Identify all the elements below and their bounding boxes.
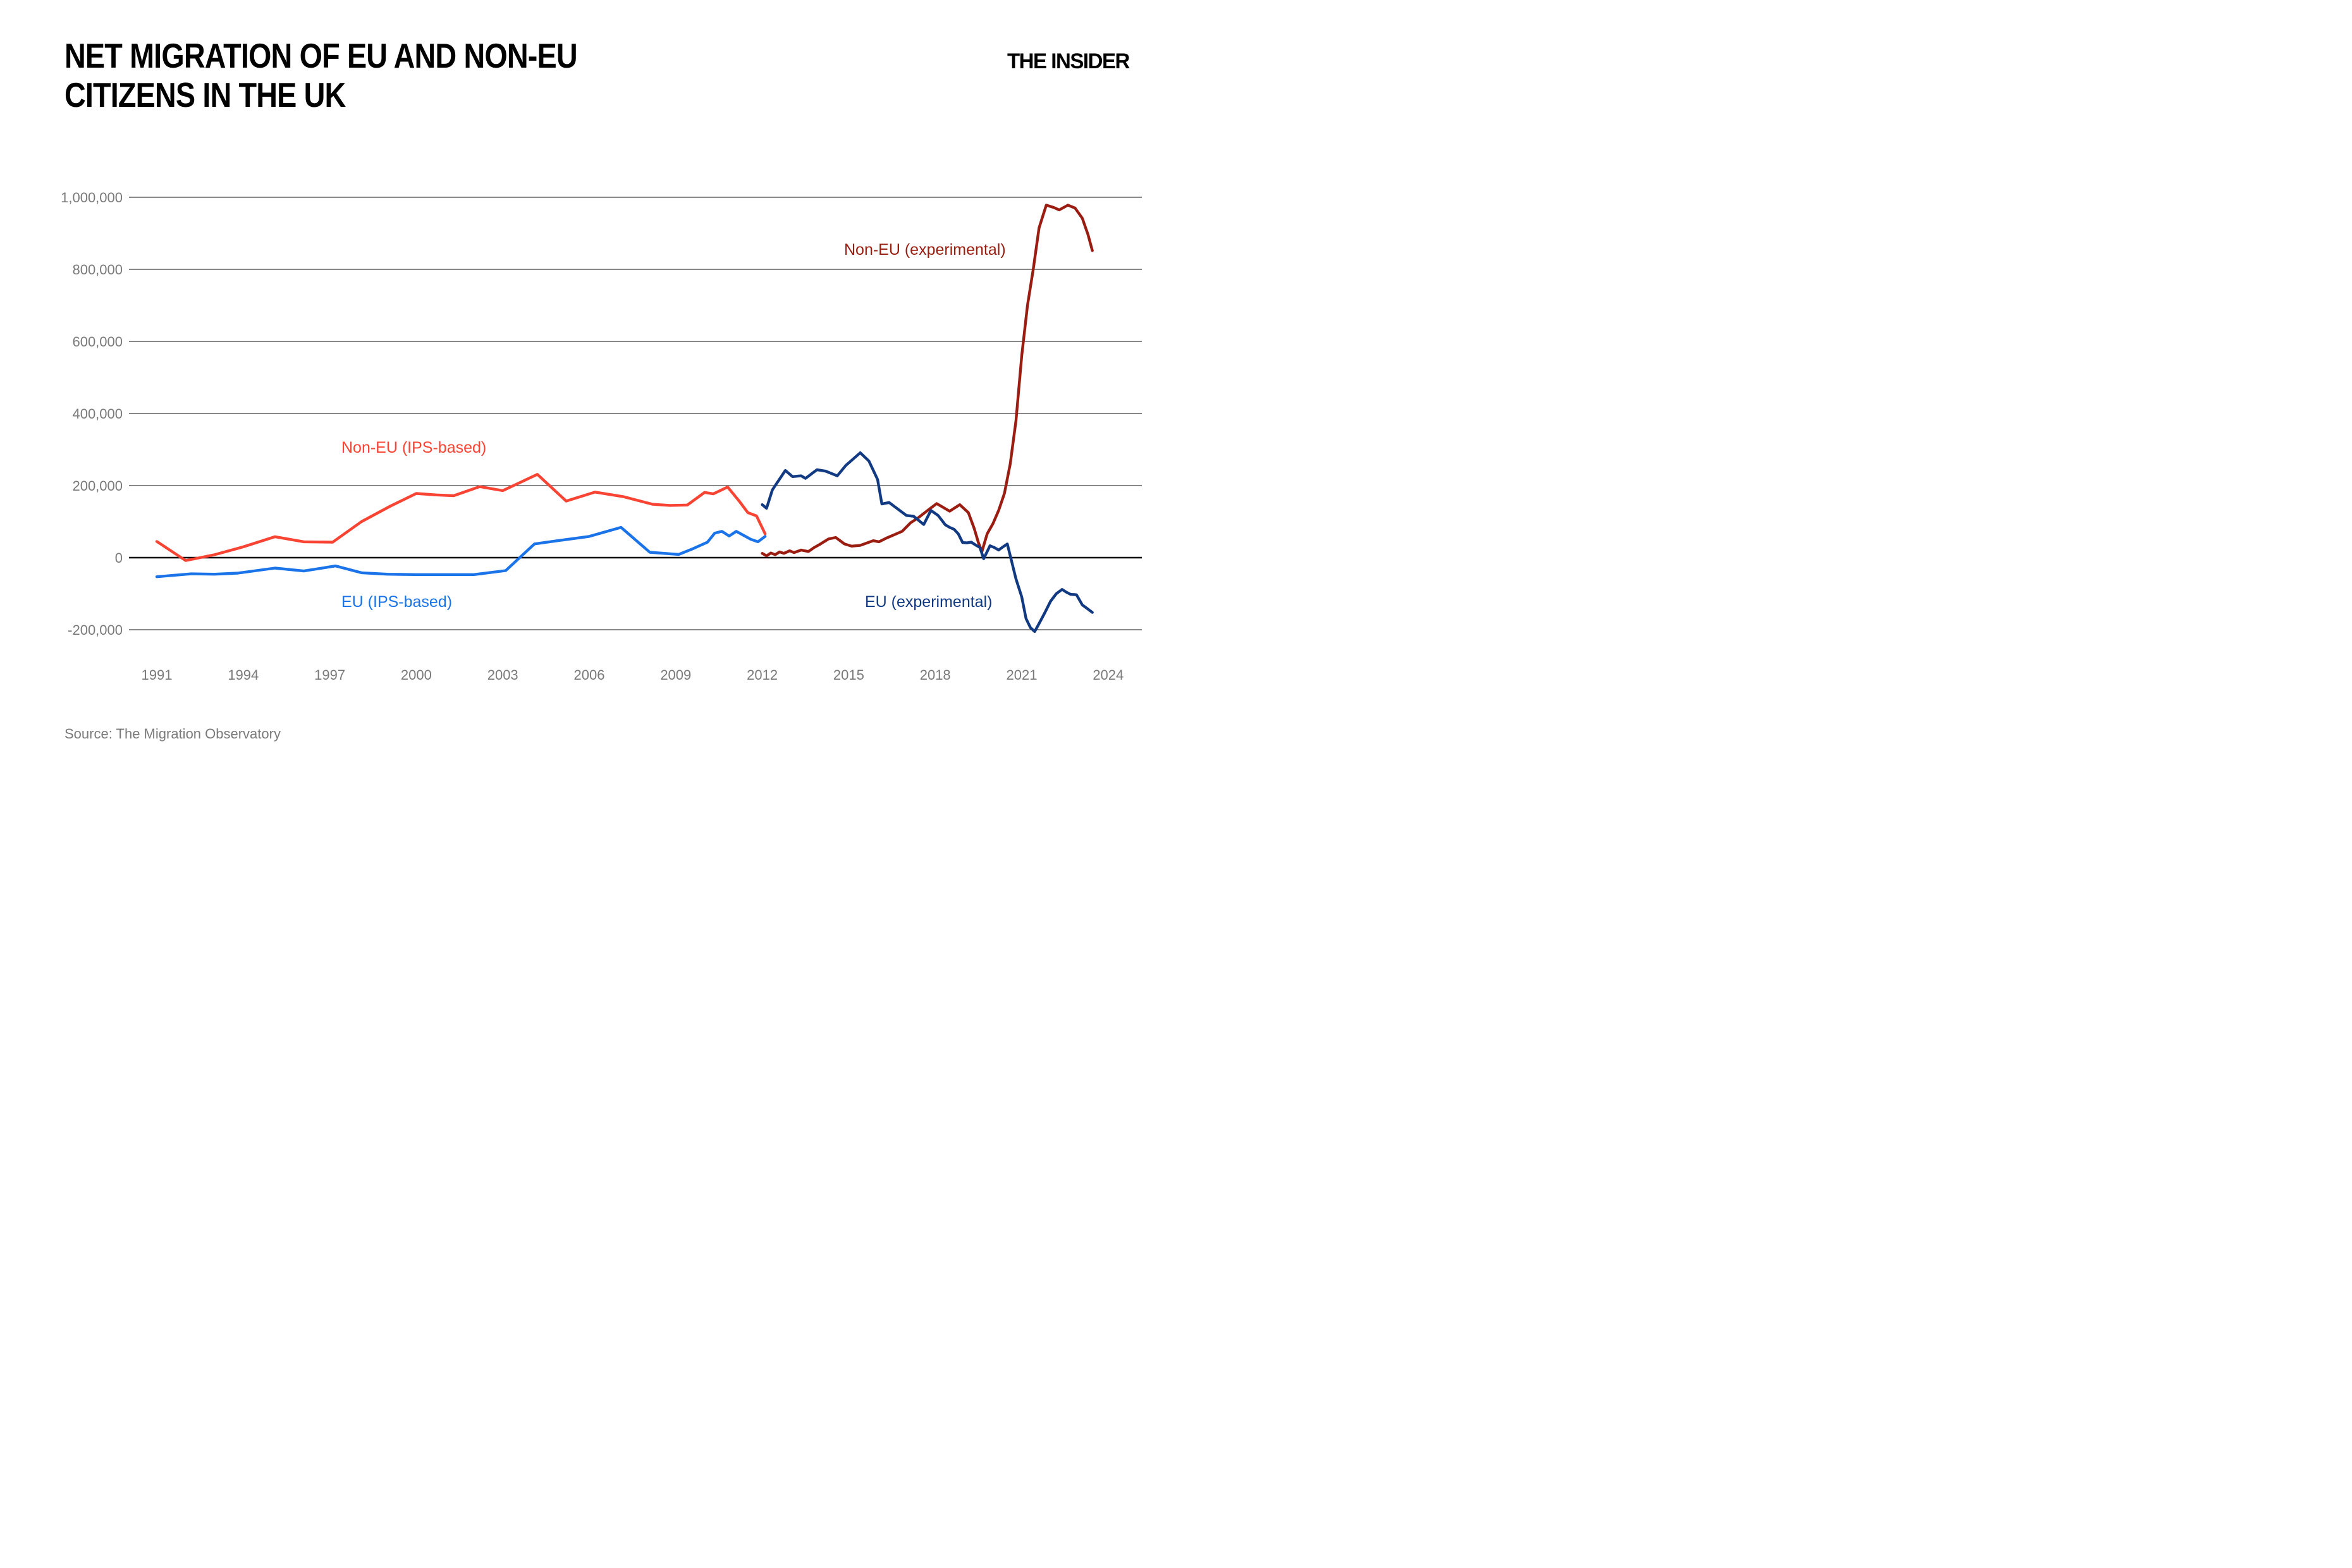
series-label-eu-experimental: EU (experimental) [865, 593, 992, 611]
y-axis-tick-label: -200,000 [68, 622, 123, 638]
x-axis-tick-label: 2000 [401, 667, 432, 683]
x-axis-tick-label: 2012 [747, 667, 778, 683]
x-axis-tick-label: 2009 [660, 667, 691, 683]
y-axis-tick-label: 400,000 [72, 406, 123, 422]
series-label-non-eu-ips-based: Non-EU (IPS-based) [341, 439, 486, 456]
x-axis-tick-label: 1994 [228, 667, 259, 683]
y-axis-tick-label: 600,000 [72, 334, 123, 350]
net-migration-chart: 1,000,000 800,000 600,000 400,000 200,000 0 -2… [61, 190, 1142, 683]
x-axis-tick-label: 1997 [314, 667, 345, 683]
x-axis-tick-label: 2003 [487, 667, 518, 683]
series-line-non-eu-ips-based [155, 473, 767, 562]
y-axis-tick-label: 1,000,000 [61, 190, 123, 205]
x-axis-tick-label: 2021 [1007, 667, 1038, 683]
series-label-non-eu-experimental: Non-EU (experimental) [844, 241, 1006, 259]
source-note: Source: The Migration Observatory [64, 726, 281, 742]
page-title: NET MIGRATION OF EU AND NON-EU CITIZENS … [64, 36, 578, 114]
y-axis-tick-label: 800,000 [72, 262, 123, 278]
y-axis-tick-label: 200,000 [72, 478, 123, 494]
x-axis-tick-label: 2006 [574, 667, 605, 683]
brand-logo: THE INSIDER [1007, 49, 1130, 73]
x-axis-tick-label: 2018 [920, 667, 951, 683]
page: NET MIGRATION OF EU AND NON-EU CITIZENS … [0, 0, 1176, 784]
series-line-eu-ips-based [155, 525, 767, 579]
x-axis-tick-label: 1991 [142, 667, 173, 683]
x-axis-tick-label: 2015 [833, 667, 864, 683]
y-axis-tick-label: 0 [115, 550, 123, 566]
series-label-eu-ips-based: EU (IPS-based) [341, 593, 452, 611]
series-line-non-eu-experimental [761, 204, 1094, 558]
series-line-eu-experimental [761, 451, 1094, 634]
x-axis-tick-label: 2024 [1093, 667, 1124, 683]
